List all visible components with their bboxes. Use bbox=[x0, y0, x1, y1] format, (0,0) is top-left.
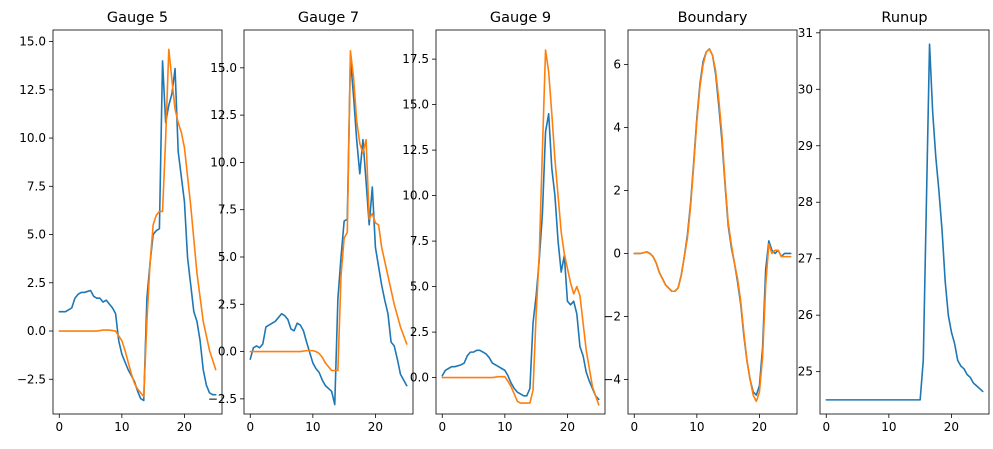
series-line-2 bbox=[633, 48, 792, 403]
y-tick-label: 7.5 bbox=[410, 234, 429, 248]
y-tick-label: 28 bbox=[798, 195, 813, 209]
y-tick-label: 15.0 bbox=[19, 35, 46, 49]
axes-frame bbox=[52, 29, 223, 415]
axes-frame bbox=[435, 29, 606, 415]
x-tick-label: 20 bbox=[560, 420, 575, 434]
y-tick-label: 4 bbox=[613, 121, 621, 135]
subplot-title: Gauge 5 bbox=[107, 10, 168, 26]
subplot-3: 0 10 20 0.0 2.5 5.0 7.5 10.0 12.5 15.0 17.5 Gauge 9 bbox=[402, 10, 606, 434]
y-tick-label: 2.5 bbox=[218, 297, 237, 311]
y-tick-label: −2.5 bbox=[208, 392, 237, 406]
y-tick-label: 26 bbox=[798, 308, 813, 322]
y-tick-label: 27 bbox=[798, 252, 813, 266]
y-tick-label: 2 bbox=[613, 184, 621, 198]
x-tick-label: 10 bbox=[689, 420, 704, 434]
subplot-2: 0 10 20 −2.5 0.0 2.5 5.0 7.5 10.0 12.5 15.0 Gauge 7 bbox=[208, 10, 414, 434]
x-tick-label: 10 bbox=[305, 420, 320, 434]
y-tick-label: 5.0 bbox=[27, 228, 46, 242]
series-line-2 bbox=[249, 50, 408, 372]
y-tick-label: 10.0 bbox=[19, 131, 46, 145]
y-tick-label: 2.5 bbox=[27, 276, 46, 290]
axes-frame bbox=[243, 29, 414, 415]
x-tick-label: 0 bbox=[822, 420, 830, 434]
y-tick-label: 29 bbox=[798, 139, 813, 153]
y-tick-label: 0.0 bbox=[27, 324, 46, 338]
y-tick-label: 0.0 bbox=[218, 345, 237, 359]
y-tick-label: −2 bbox=[603, 309, 621, 323]
y-tick-label: 31 bbox=[798, 26, 813, 40]
y-tick-label: 25 bbox=[798, 365, 813, 379]
y-tick-label: 6 bbox=[613, 58, 621, 72]
series-line-1 bbox=[249, 57, 408, 406]
x-tick-label: 20 bbox=[752, 420, 767, 434]
y-tick-label: 2.5 bbox=[410, 325, 429, 339]
x-tick-label: 10 bbox=[881, 420, 896, 434]
y-tick-label: 12.5 bbox=[210, 108, 237, 122]
y-tick-label: 7.5 bbox=[27, 179, 46, 193]
y-tick-label: 0.0 bbox=[410, 371, 429, 385]
subplot-4: 0 10 20 −4 −2 0 2 4 6 Boundary bbox=[603, 10, 798, 434]
subplot-title: Boundary bbox=[678, 10, 748, 26]
x-tick-label: 20 bbox=[368, 420, 383, 434]
y-tick-label: 12.5 bbox=[19, 83, 46, 97]
series-line-2 bbox=[441, 49, 600, 406]
x-tick-label: 10 bbox=[114, 420, 129, 434]
y-tick-label: 0 bbox=[613, 246, 621, 260]
x-tick-label: 0 bbox=[630, 420, 638, 434]
series-line-1 bbox=[633, 48, 792, 396]
y-tick-label: 15.0 bbox=[210, 61, 237, 75]
subplot-1: 0 10 20 −2.5 0.0 2.5 5.0 7.5 10.0 12.5 15.0 Gauge 5 bbox=[17, 10, 223, 434]
y-tick-label: 15.0 bbox=[402, 98, 429, 112]
y-tick-label: 12.5 bbox=[402, 143, 429, 157]
y-tick-label: 10.0 bbox=[402, 189, 429, 203]
series-line-1 bbox=[441, 112, 600, 401]
y-tick-label: −2.5 bbox=[17, 372, 46, 386]
y-tick-label: 7.5 bbox=[218, 203, 237, 217]
series-line-1 bbox=[825, 43, 984, 401]
y-tick-label: 10.0 bbox=[210, 155, 237, 169]
x-tick-label: 10 bbox=[497, 420, 512, 434]
y-tick-label: 5.0 bbox=[410, 280, 429, 294]
y-tick-label: 5.0 bbox=[218, 250, 237, 264]
subplot-5: 0 10 20 25 26 27 28 29 30 31 Runup bbox=[798, 10, 990, 434]
subplot-title: Runup bbox=[881, 10, 927, 26]
x-tick-label: 0 bbox=[55, 420, 63, 434]
y-tick-label: −4 bbox=[603, 372, 621, 386]
subplot-title: Gauge 9 bbox=[490, 10, 551, 26]
y-tick-label: 30 bbox=[798, 82, 813, 96]
axes-frame bbox=[627, 29, 798, 415]
subplot-title: Gauge 7 bbox=[298, 10, 359, 26]
y-tick-label: 17.5 bbox=[402, 52, 429, 66]
axes-frame bbox=[819, 29, 990, 415]
x-tick-label: 0 bbox=[438, 420, 446, 434]
x-tick-label: 0 bbox=[246, 420, 254, 434]
series-line-1 bbox=[58, 60, 217, 402]
x-tick-label: 20 bbox=[944, 420, 959, 434]
series-line-2 bbox=[58, 48, 217, 398]
x-tick-label: 20 bbox=[177, 420, 192, 434]
